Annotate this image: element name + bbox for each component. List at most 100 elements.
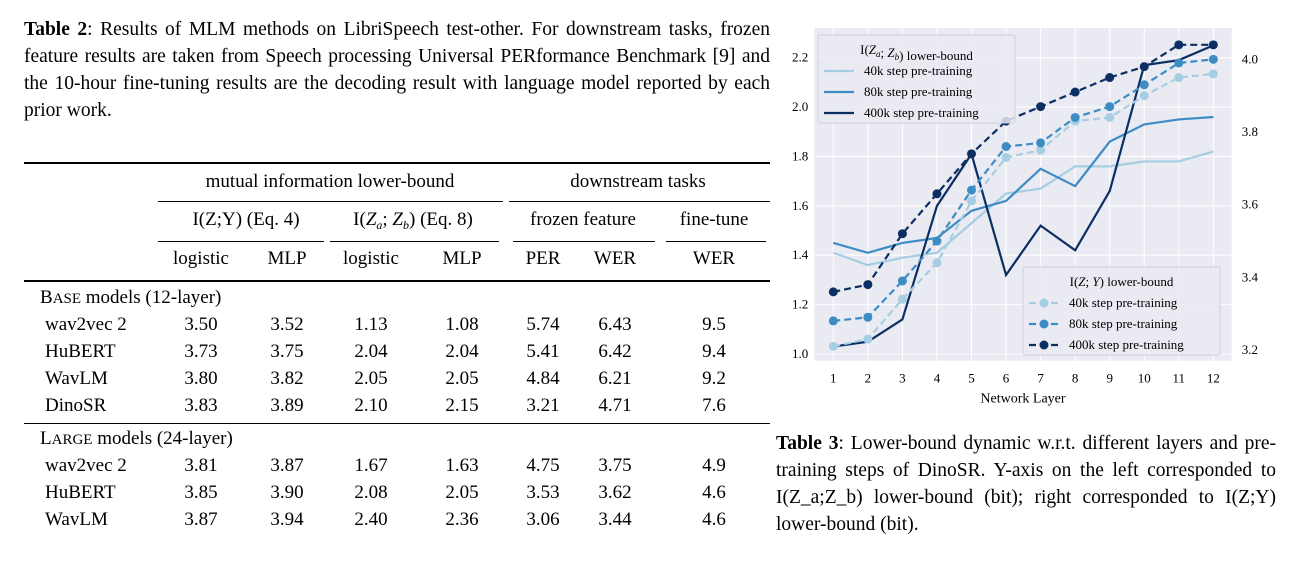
table-cell: 3.80 xyxy=(184,368,218,389)
data-point xyxy=(828,287,838,297)
table-cell: 1.63 xyxy=(445,455,479,476)
x-tick-label: 9 xyxy=(1106,371,1113,386)
model-name: WavLM xyxy=(45,509,108,530)
table-cell: 2.15 xyxy=(445,395,479,416)
section-label-part: models (12-layer) xyxy=(81,287,222,308)
left-y-tick-label: 1.6 xyxy=(792,198,809,213)
legend-label: 40k step pre-training xyxy=(864,63,973,78)
section-label-part: ARGE xyxy=(51,432,93,448)
table-cell: 3.85 xyxy=(184,482,218,503)
table-cell: 5.74 xyxy=(526,314,560,335)
table-cell: 3.62 xyxy=(598,482,632,503)
table-cell: 1.13 xyxy=(354,314,388,335)
data-point xyxy=(1001,142,1011,152)
data-point xyxy=(967,196,976,206)
table-cell: 5.41 xyxy=(526,341,560,362)
table-rule xyxy=(509,201,770,202)
section-label: BASE models (12-layer) xyxy=(40,287,221,309)
legend-title: I(Za; Zb) lower-bound xyxy=(860,42,973,63)
legend-title: I(Z; Y) lower-bound xyxy=(1070,274,1174,289)
x-tick-label: 5 xyxy=(968,371,975,386)
table-cell: 2.10 xyxy=(354,395,388,416)
data-point xyxy=(828,341,838,351)
table-cell: 3.44 xyxy=(598,509,632,530)
table3-caption: Table 3: Lower-bound dynamic w.r.t. diff… xyxy=(776,430,1276,538)
data-point xyxy=(1174,58,1184,68)
table-cell: 4.9 xyxy=(702,455,726,476)
data-point xyxy=(863,334,873,344)
table-top-rule xyxy=(24,162,770,164)
table-rule xyxy=(158,241,324,242)
data-point xyxy=(1139,62,1149,72)
table-cell: 3.87 xyxy=(184,509,218,530)
table-cell: 9.2 xyxy=(702,368,726,389)
table-cell: 2.36 xyxy=(445,509,479,530)
data-point xyxy=(1036,145,1046,155)
table3-caption-label: Table 3 xyxy=(776,433,839,454)
table-cell: 3.75 xyxy=(270,341,304,362)
data-point xyxy=(1070,112,1080,122)
table-cell: 2.08 xyxy=(354,482,388,503)
table-cell: 4.84 xyxy=(526,368,560,389)
table-cell: 3.83 xyxy=(184,395,218,416)
data-point xyxy=(1208,40,1218,50)
table-cell: 3.89 xyxy=(270,395,304,416)
right-y-tick-label: 4.0 xyxy=(1242,51,1258,66)
x-tick-label: 6 xyxy=(1003,371,1010,386)
series-line-right-3 xyxy=(833,72,1214,348)
table-cell: 3.06 xyxy=(526,509,560,530)
table-cell: 9.4 xyxy=(702,341,726,362)
table-cell: 3.94 xyxy=(270,509,304,530)
column-header-logistic: logistic xyxy=(173,248,229,269)
table-cell: 3.52 xyxy=(270,314,304,335)
legend-label: 400k step pre-training xyxy=(864,105,979,120)
table-cell: 3.73 xyxy=(184,341,218,362)
column-header-mlp: MLP xyxy=(442,248,482,269)
section-label-part: B xyxy=(40,287,53,308)
data-point xyxy=(1174,73,1184,83)
x-tick-label: 1 xyxy=(830,371,837,386)
table-cell: 4.6 xyxy=(702,482,726,503)
x-tick-label: 7 xyxy=(1037,371,1044,386)
data-point xyxy=(967,149,976,159)
model-name: HuBERT xyxy=(45,341,116,362)
data-point xyxy=(897,276,907,286)
data-point xyxy=(932,258,942,268)
table-rule xyxy=(666,241,766,242)
section-label-part: L xyxy=(40,428,52,449)
series-line-left-0 xyxy=(832,150,1214,267)
layer-dynamics-chart: 1 2 3 4 5 6 7 8 9 10 11 121.01.21.41.61.82.02.23.23… xyxy=(792,28,1258,407)
column-header-per: PER xyxy=(525,248,561,269)
x-tick-label: 12 xyxy=(1207,371,1220,386)
legend-label: 40k step pre-training xyxy=(1069,295,1178,310)
section-label: LARGE models (24-layer) xyxy=(40,428,233,450)
data-point xyxy=(863,312,873,322)
data-point xyxy=(967,185,976,195)
table-cell: 2.04 xyxy=(445,341,479,362)
table-cell: 3.53 xyxy=(526,482,560,503)
table-cell: 2.40 xyxy=(354,509,388,530)
table-cell: 3.50 xyxy=(184,314,218,335)
table-cell: 2.05 xyxy=(445,482,479,503)
table-cell: 2.04 xyxy=(354,341,388,362)
table-cell: 4.71 xyxy=(598,395,632,416)
data-point xyxy=(828,316,838,326)
table3-caption-math-1: I(Z_a;Z_b) xyxy=(776,487,863,508)
x-tick-label: 2 xyxy=(865,371,872,386)
table-cell: 6.43 xyxy=(598,314,632,335)
data-point xyxy=(932,189,942,199)
table-rule xyxy=(158,201,503,202)
column-header-wer: WER xyxy=(593,248,637,269)
model-name: wav2vec 2 xyxy=(45,455,127,476)
table3-caption-math-2: I(Z;Y) xyxy=(1225,487,1276,508)
section-label-part: models (24-layer) xyxy=(92,428,233,449)
group-header: downstream tasks xyxy=(570,171,706,192)
table-cell: 6.42 xyxy=(598,341,632,362)
model-name: HuBERT xyxy=(45,482,116,503)
data-point xyxy=(1070,87,1080,97)
data-point xyxy=(1174,40,1184,50)
legend-label: 80k step pre-training xyxy=(1069,316,1178,331)
table2-caption-label: Table 2 xyxy=(24,19,88,40)
x-tick-label: 8 xyxy=(1072,371,1079,386)
